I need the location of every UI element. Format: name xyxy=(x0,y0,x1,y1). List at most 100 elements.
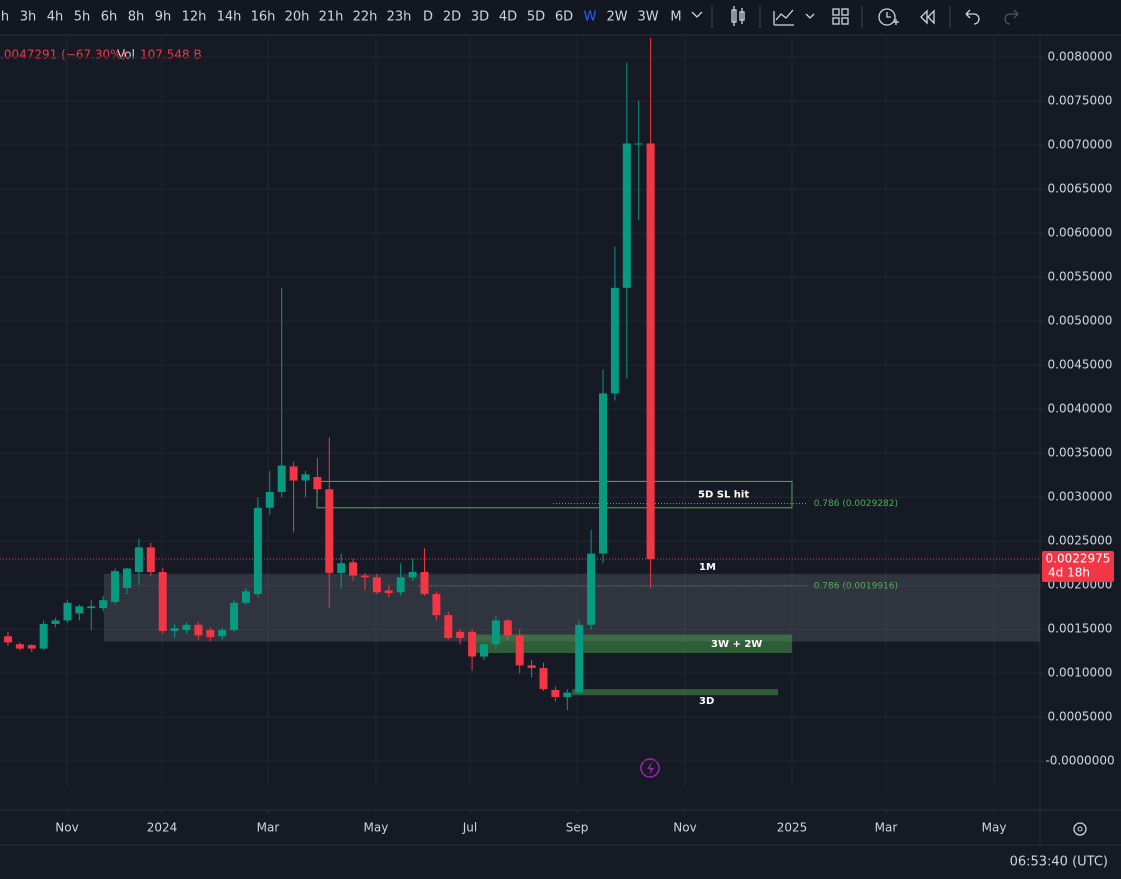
candle-body xyxy=(325,489,334,573)
candle-body xyxy=(253,507,262,595)
y-tick-label: 0.0045000 xyxy=(1048,358,1113,372)
candle-body xyxy=(111,571,120,602)
candle-body xyxy=(194,624,203,636)
candle-body xyxy=(527,665,536,668)
interval-button[interactable]: M xyxy=(670,10,681,25)
dropdown-icon[interactable] xyxy=(805,13,815,19)
dropdown-icon[interactable] xyxy=(691,11,703,18)
candle-body xyxy=(646,143,655,560)
interval-button[interactable]: 5h xyxy=(74,10,91,25)
fib-label: 0.786 (0.0029282) xyxy=(814,499,898,509)
interval-button[interactable]: 3W xyxy=(637,10,658,25)
interval-button[interactable]: h xyxy=(1,10,9,25)
y-tick-label: 0.0040000 xyxy=(1048,402,1113,416)
interval-button[interactable]: 23h xyxy=(387,10,412,25)
y-tick-label: 0.0070000 xyxy=(1048,138,1113,152)
interval-button[interactable]: 2D xyxy=(443,10,461,25)
y-tick-label: 0.0065000 xyxy=(1048,182,1113,196)
x-tick-label: Sep xyxy=(566,821,589,835)
candle-body xyxy=(444,615,453,639)
candle-body xyxy=(182,624,191,631)
interval-button[interactable]: 5D xyxy=(527,10,545,25)
interval-button[interactable]: 3h xyxy=(20,10,37,25)
x-tick-label: Jul xyxy=(462,821,477,835)
x-tick-label: Nov xyxy=(673,821,696,835)
candle-body xyxy=(75,606,84,614)
candle-body xyxy=(384,590,393,594)
interval-button[interactable]: 3D xyxy=(471,10,489,25)
volume-value: 107.548 B xyxy=(140,48,202,62)
candle-body xyxy=(610,287,619,394)
zone xyxy=(572,689,779,696)
interval-button[interactable]: 6h xyxy=(101,10,118,25)
y-tick-label: 0.0075000 xyxy=(1048,94,1113,108)
gear-center xyxy=(1077,826,1083,832)
zone xyxy=(469,634,792,653)
interval-button[interactable]: 6D xyxy=(555,10,573,25)
volume-label: Vol xyxy=(117,48,135,62)
zone xyxy=(316,480,793,509)
candle-body xyxy=(337,563,346,573)
candle-body xyxy=(456,631,465,639)
interval-button[interactable]: 16h xyxy=(251,10,276,25)
alert-icon[interactable] xyxy=(878,8,899,26)
candle-body xyxy=(480,644,489,657)
fib-label: 0.786 (0.0019916) xyxy=(814,581,898,591)
last-price-label: 0.0022975 xyxy=(1046,552,1111,566)
candle-body xyxy=(313,477,322,490)
y-tick-label: -0.0000000 xyxy=(1045,754,1114,768)
interval-button[interactable]: W xyxy=(584,10,597,25)
plot-area xyxy=(0,37,1040,785)
interval-button[interactable]: 14h xyxy=(217,10,242,25)
interval-button[interactable]: 2W xyxy=(606,10,627,25)
toolbar-icons[interactable] xyxy=(691,6,1019,28)
candle-body xyxy=(158,572,167,631)
redo-icon[interactable] xyxy=(1004,9,1019,25)
y-tick-label: 0.0080000 xyxy=(1048,50,1113,64)
y-tick-label: 0.0030000 xyxy=(1048,490,1113,504)
x-tick-label: Nov xyxy=(55,821,78,835)
indicators-icon[interactable] xyxy=(773,9,794,26)
x-tick-label: 2024 xyxy=(147,821,178,835)
candle-body xyxy=(3,636,12,643)
y-tick-label: 0.0050000 xyxy=(1048,314,1113,328)
countdown-label: 4d 18h xyxy=(1048,566,1090,580)
y-tick-label: 0.0005000 xyxy=(1048,710,1113,724)
zone-label: 5D SL hit xyxy=(698,490,749,501)
event-icon[interactable] xyxy=(640,758,660,778)
candle-body xyxy=(39,623,48,649)
undo-icon[interactable] xyxy=(965,9,980,25)
candle-body xyxy=(15,644,24,649)
interval-button[interactable]: 4h xyxy=(47,10,64,25)
candle-body xyxy=(503,620,512,636)
zone xyxy=(104,573,1040,642)
candle-body xyxy=(301,474,310,481)
candle-body xyxy=(51,620,60,624)
candle-body xyxy=(277,465,286,492)
interval-button[interactable]: 22h xyxy=(353,10,378,25)
candle-body xyxy=(634,143,643,145)
interval-button[interactable]: 21h xyxy=(319,10,344,25)
candle-body xyxy=(134,547,143,573)
interval-button[interactable]: 20h xyxy=(285,10,310,25)
replay-icon[interactable] xyxy=(920,9,935,25)
x-tick-label: Mar xyxy=(875,821,898,835)
y-tick-label: 0.0035000 xyxy=(1048,446,1113,460)
candle-body xyxy=(372,577,381,593)
interval-button[interactable]: D xyxy=(423,10,433,25)
gear[interactable] xyxy=(1073,822,1087,836)
interval-button[interactable]: 8h xyxy=(128,10,145,25)
y-tick-label: 0.0055000 xyxy=(1048,270,1113,284)
candle-body xyxy=(170,628,179,631)
candle-type-icon[interactable] xyxy=(731,6,745,26)
candle-body xyxy=(432,594,441,616)
interval-button[interactable]: 12h xyxy=(182,10,207,25)
interval-button[interactable]: 9h xyxy=(155,10,172,25)
interval-button[interactable]: 4D xyxy=(499,10,517,25)
candle-body xyxy=(206,630,215,638)
settings-icon[interactable] xyxy=(1073,822,1087,836)
layout-icon[interactable] xyxy=(832,8,849,25)
